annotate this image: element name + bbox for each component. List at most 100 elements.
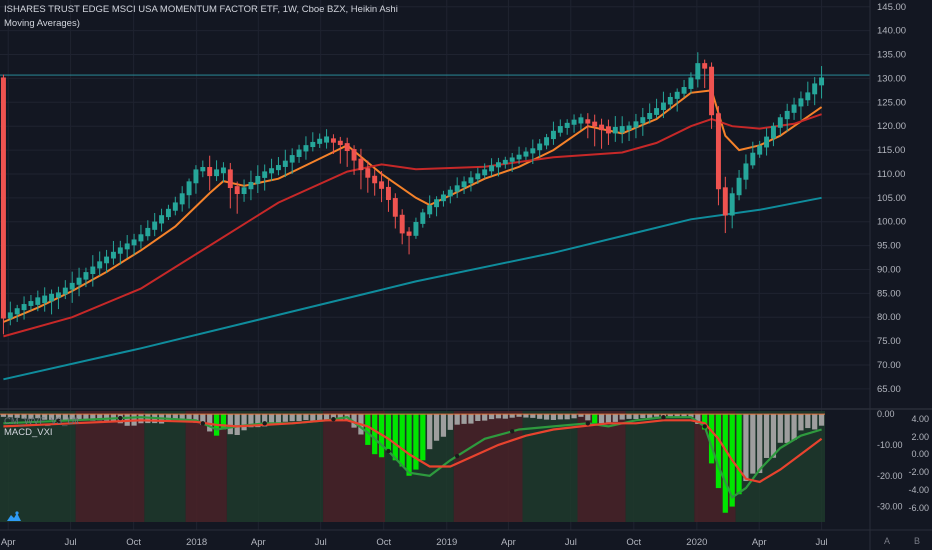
candlesticks[interactable]: [0, 52, 825, 335]
candle-body: [688, 77, 694, 89]
candle-body: [667, 96, 673, 105]
histogram-bar: [0, 414, 7, 417]
candle-body: [55, 292, 61, 298]
time-axis-labels[interactable]: Apr Jul Oct 2018 Apr Jul Oct 2019 Apr Jul Oct 2020 A…: [1, 537, 828, 548]
histogram-bar: [97, 414, 103, 421]
price-tick-label: 65.00: [877, 384, 901, 395]
histogram-bar: [420, 414, 426, 461]
candle-body: [544, 137, 550, 146]
price-tick-label: 120.00: [877, 121, 906, 132]
histogram-bar: [475, 414, 481, 421]
price-tick-label: 75.00: [877, 336, 901, 347]
candle-body: [392, 198, 398, 217]
histogram-bar: [220, 414, 227, 430]
histogram-bar: [365, 414, 371, 445]
auto-scale-button[interactable]: A: [884, 536, 891, 546]
histogram-bar: [578, 414, 584, 417]
time-tick-label: Jul: [815, 537, 827, 548]
histogram-bar: [495, 414, 502, 419]
histogram-bar: [262, 414, 268, 427]
cross-marker: [702, 424, 707, 429]
candle-body: [482, 169, 488, 176]
histogram-bar: [248, 414, 254, 428]
histogram-bar: [138, 414, 144, 424]
candle-body: [495, 162, 501, 168]
histogram-bar: [798, 414, 804, 431]
histogram-bar: [674, 414, 680, 418]
candle-body: [461, 181, 467, 188]
candle-body: [372, 175, 378, 184]
histogram-bar: [296, 414, 302, 422]
chart-title[interactable]: ISHARES TRUST EDGE MSCI USA MOMENTUM FAC…: [4, 4, 398, 15]
indicator-background-band: [453, 411, 523, 522]
histogram-bar: [83, 414, 89, 420]
histogram-bar: [702, 414, 708, 430]
time-tick-label: Apr: [251, 537, 266, 548]
histogram-bar: [406, 414, 412, 476]
histogram-bar: [777, 414, 783, 443]
histogram-bar: [179, 414, 185, 421]
candle-body: [200, 167, 206, 172]
histogram-bar: [385, 414, 392, 452]
histogram-bar: [317, 414, 323, 421]
candle-body: [757, 145, 763, 155]
candle-body: [784, 110, 790, 120]
indicator-background-band: [144, 411, 186, 522]
histogram-bar: [784, 414, 790, 443]
candle-body: [571, 119, 577, 125]
time-tick-label: Oct: [626, 537, 641, 548]
histogram-bar: [647, 414, 653, 419]
histogram-bar: [564, 414, 570, 420]
candle-body: [49, 293, 55, 302]
candle-body: [819, 77, 825, 86]
histogram-bar: [516, 414, 522, 417]
histogram-bar: [640, 414, 646, 419]
histogram-bar: [55, 414, 62, 420]
histogram-bar: [454, 414, 460, 425]
indicator-label-wvf[interactable]: CM_WVF_V3_Ult: [4, 416, 79, 427]
time-tick-label: 2019: [436, 537, 457, 548]
histogram-bar: [543, 414, 550, 420]
histogram-bar: [502, 414, 508, 419]
indicator-background-bands: [0, 411, 825, 522]
candle-body: [509, 157, 515, 162]
histogram-bar: [509, 414, 515, 418]
candle-body: [695, 63, 701, 80]
candle-body: [599, 124, 605, 131]
histogram-bar: [585, 414, 591, 421]
tradingview-logo-icon[interactable]: [6, 510, 22, 524]
chart-subtitle[interactable]: Moving Averages): [4, 18, 80, 29]
time-tick-label: Apr: [501, 537, 516, 548]
histogram-bar: [482, 414, 488, 421]
candle-body: [0, 77, 6, 319]
candle-body: [605, 126, 611, 134]
indicator-left-tick-label: -10.00: [877, 440, 903, 450]
cross-marker: [56, 418, 61, 424]
candle-body: [626, 125, 632, 130]
candle-body: [241, 187, 247, 195]
candle-body: [770, 125, 776, 139]
histogram-bar: [722, 414, 728, 513]
candle-body: [358, 158, 364, 171]
log-scale-button[interactable]: B: [914, 536, 921, 546]
time-tick-label: Jul: [565, 537, 577, 548]
candle-body: [269, 168, 275, 174]
candle-body: [324, 136, 330, 143]
indicator-right-tick-label: 4.00: [911, 414, 929, 424]
price-tick-label: 145.00: [877, 2, 906, 13]
histogram-bar: [268, 414, 275, 424]
price-tick-label: 125.00: [877, 97, 906, 108]
histogram-bar: [440, 414, 447, 437]
histogram-bar: [619, 414, 625, 420]
cross-marker: [262, 421, 267, 426]
candle-body: [262, 171, 268, 178]
histogram-bar: [392, 414, 398, 461]
candle-body: [165, 208, 171, 218]
indicator-label-macd[interactable]: MACD_VXI: [4, 427, 53, 438]
histogram-bar: [770, 414, 777, 458]
price-axis-labels[interactable]: 145.00 140.00 135.00 130.00 125.00 120.00 115.…: [877, 2, 906, 395]
histogram-bar: [571, 414, 577, 419]
histogram-bar: [688, 414, 694, 418]
candle-body: [303, 145, 309, 152]
